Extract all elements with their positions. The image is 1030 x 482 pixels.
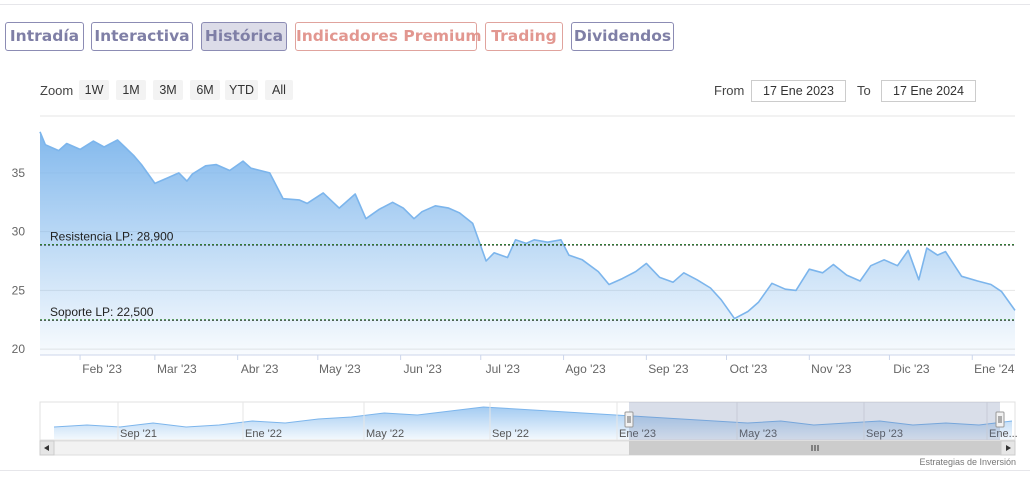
tab-historica[interactable]: Histórica	[201, 22, 287, 51]
navigator-line	[53, 406, 1013, 428]
from-label: From	[714, 83, 745, 98]
from-date-input[interactable]: 17 Ene 2023	[751, 80, 846, 102]
y-axis: 20 25 30 35	[12, 166, 26, 356]
x-axis: Feb '23 Mar '23 Abr '23 May '23 Jun '23 Jul '…	[40, 354, 1015, 376]
to-date-input[interactable]: 17 Ene 2024	[881, 80, 976, 102]
y-tick-label: 20	[12, 342, 26, 356]
scrollbar-grip-icon	[811, 445, 819, 451]
x-tick-label: Ene '24	[974, 362, 1015, 376]
tab-intradia[interactable]: Intradía	[5, 22, 84, 51]
credit-text: Estrategias de Inversión	[919, 457, 1016, 467]
y-tick-label: 35	[12, 166, 26, 180]
bottom-divider	[0, 470, 1030, 471]
arrow-left-icon	[44, 445, 49, 451]
price-line	[39, 131, 1016, 320]
x-tick-label: Ago '23	[565, 362, 606, 376]
x-tick-label: Nov '23	[811, 362, 852, 376]
navigator-label: Sep '21	[120, 428, 157, 440]
navigator-selection[interactable]	[629, 402, 1000, 440]
x-tick-label: Mar '23	[157, 362, 197, 376]
tab-indicadores-premium[interactable]: Indicadores Premium	[295, 22, 482, 51]
x-tick-label: Abr '23	[241, 362, 279, 376]
navigator-left-handle[interactable]	[624, 411, 634, 428]
price-chart: Resistencia LP: 28,900 Soporte LP: 22,500…	[12, 115, 1018, 456]
navigator-label: Sep '22	[492, 428, 529, 440]
x-tick-label: Dic '23	[893, 362, 930, 376]
x-tick-label: Sep '23	[648, 362, 689, 376]
top-divider	[0, 4, 1030, 5]
to-label: To	[857, 83, 871, 98]
zoom-3m-button[interactable]: 3M	[153, 80, 183, 100]
navigator[interactable]: Sep '21 Ene '22 May '22 Sep '22 Ene '23 May '…	[39, 401, 1018, 441]
navigator-label: Ene '23	[619, 428, 656, 440]
zoom-1m-button[interactable]: 1M	[116, 80, 146, 100]
navigator-series	[53, 406, 1013, 439]
tab-dividendos[interactable]: Dividendos	[571, 22, 674, 51]
navigator-label: Ene...	[989, 428, 1018, 440]
navigator-label: Sep '23	[866, 428, 903, 440]
x-tick-label: Oct '23	[730, 362, 768, 376]
support-resistance-levels: Resistencia LP: 28,900 Soporte LP: 22,500	[40, 230, 1015, 321]
navigator-labels: Sep '21 Ene '22 May '22 Sep '22 Ene '23 May '…	[117, 402, 1018, 440]
zoom-6m-button[interactable]: 6M	[190, 80, 220, 100]
tab-trading[interactable]: Trading	[485, 22, 563, 51]
navigator-label: May '22	[366, 428, 404, 440]
level-label: Resistencia LP: 28,900	[50, 230, 174, 244]
navigator-label: Ene '22	[245, 428, 282, 440]
x-tick-label: Feb '23	[82, 362, 122, 376]
x-tick-label: May '23	[319, 362, 361, 376]
x-tick-label: Jun '23	[403, 362, 442, 376]
x-tick-label: Jul '23	[486, 362, 521, 376]
zoom-ytd-button[interactable]: YTD	[225, 80, 258, 100]
scrollbar[interactable]	[39, 440, 1016, 456]
zoom-1w-button[interactable]: 1W	[79, 80, 109, 100]
navigator-area	[54, 407, 1012, 439]
navigator-label: May '23	[739, 428, 777, 440]
y-tick-label: 30	[12, 225, 26, 239]
zoom-all-button[interactable]: All	[265, 80, 293, 100]
tab-interactiva[interactable]: Interactiva	[91, 22, 193, 51]
price-series	[39, 131, 1016, 355]
level-label: Soporte LP: 22,500	[50, 305, 154, 319]
zoom-label: Zoom	[40, 83, 74, 98]
y-tick-label: 25	[12, 283, 26, 297]
navigator-right-handle[interactable]	[995, 411, 1005, 428]
arrow-right-icon	[1006, 445, 1011, 451]
